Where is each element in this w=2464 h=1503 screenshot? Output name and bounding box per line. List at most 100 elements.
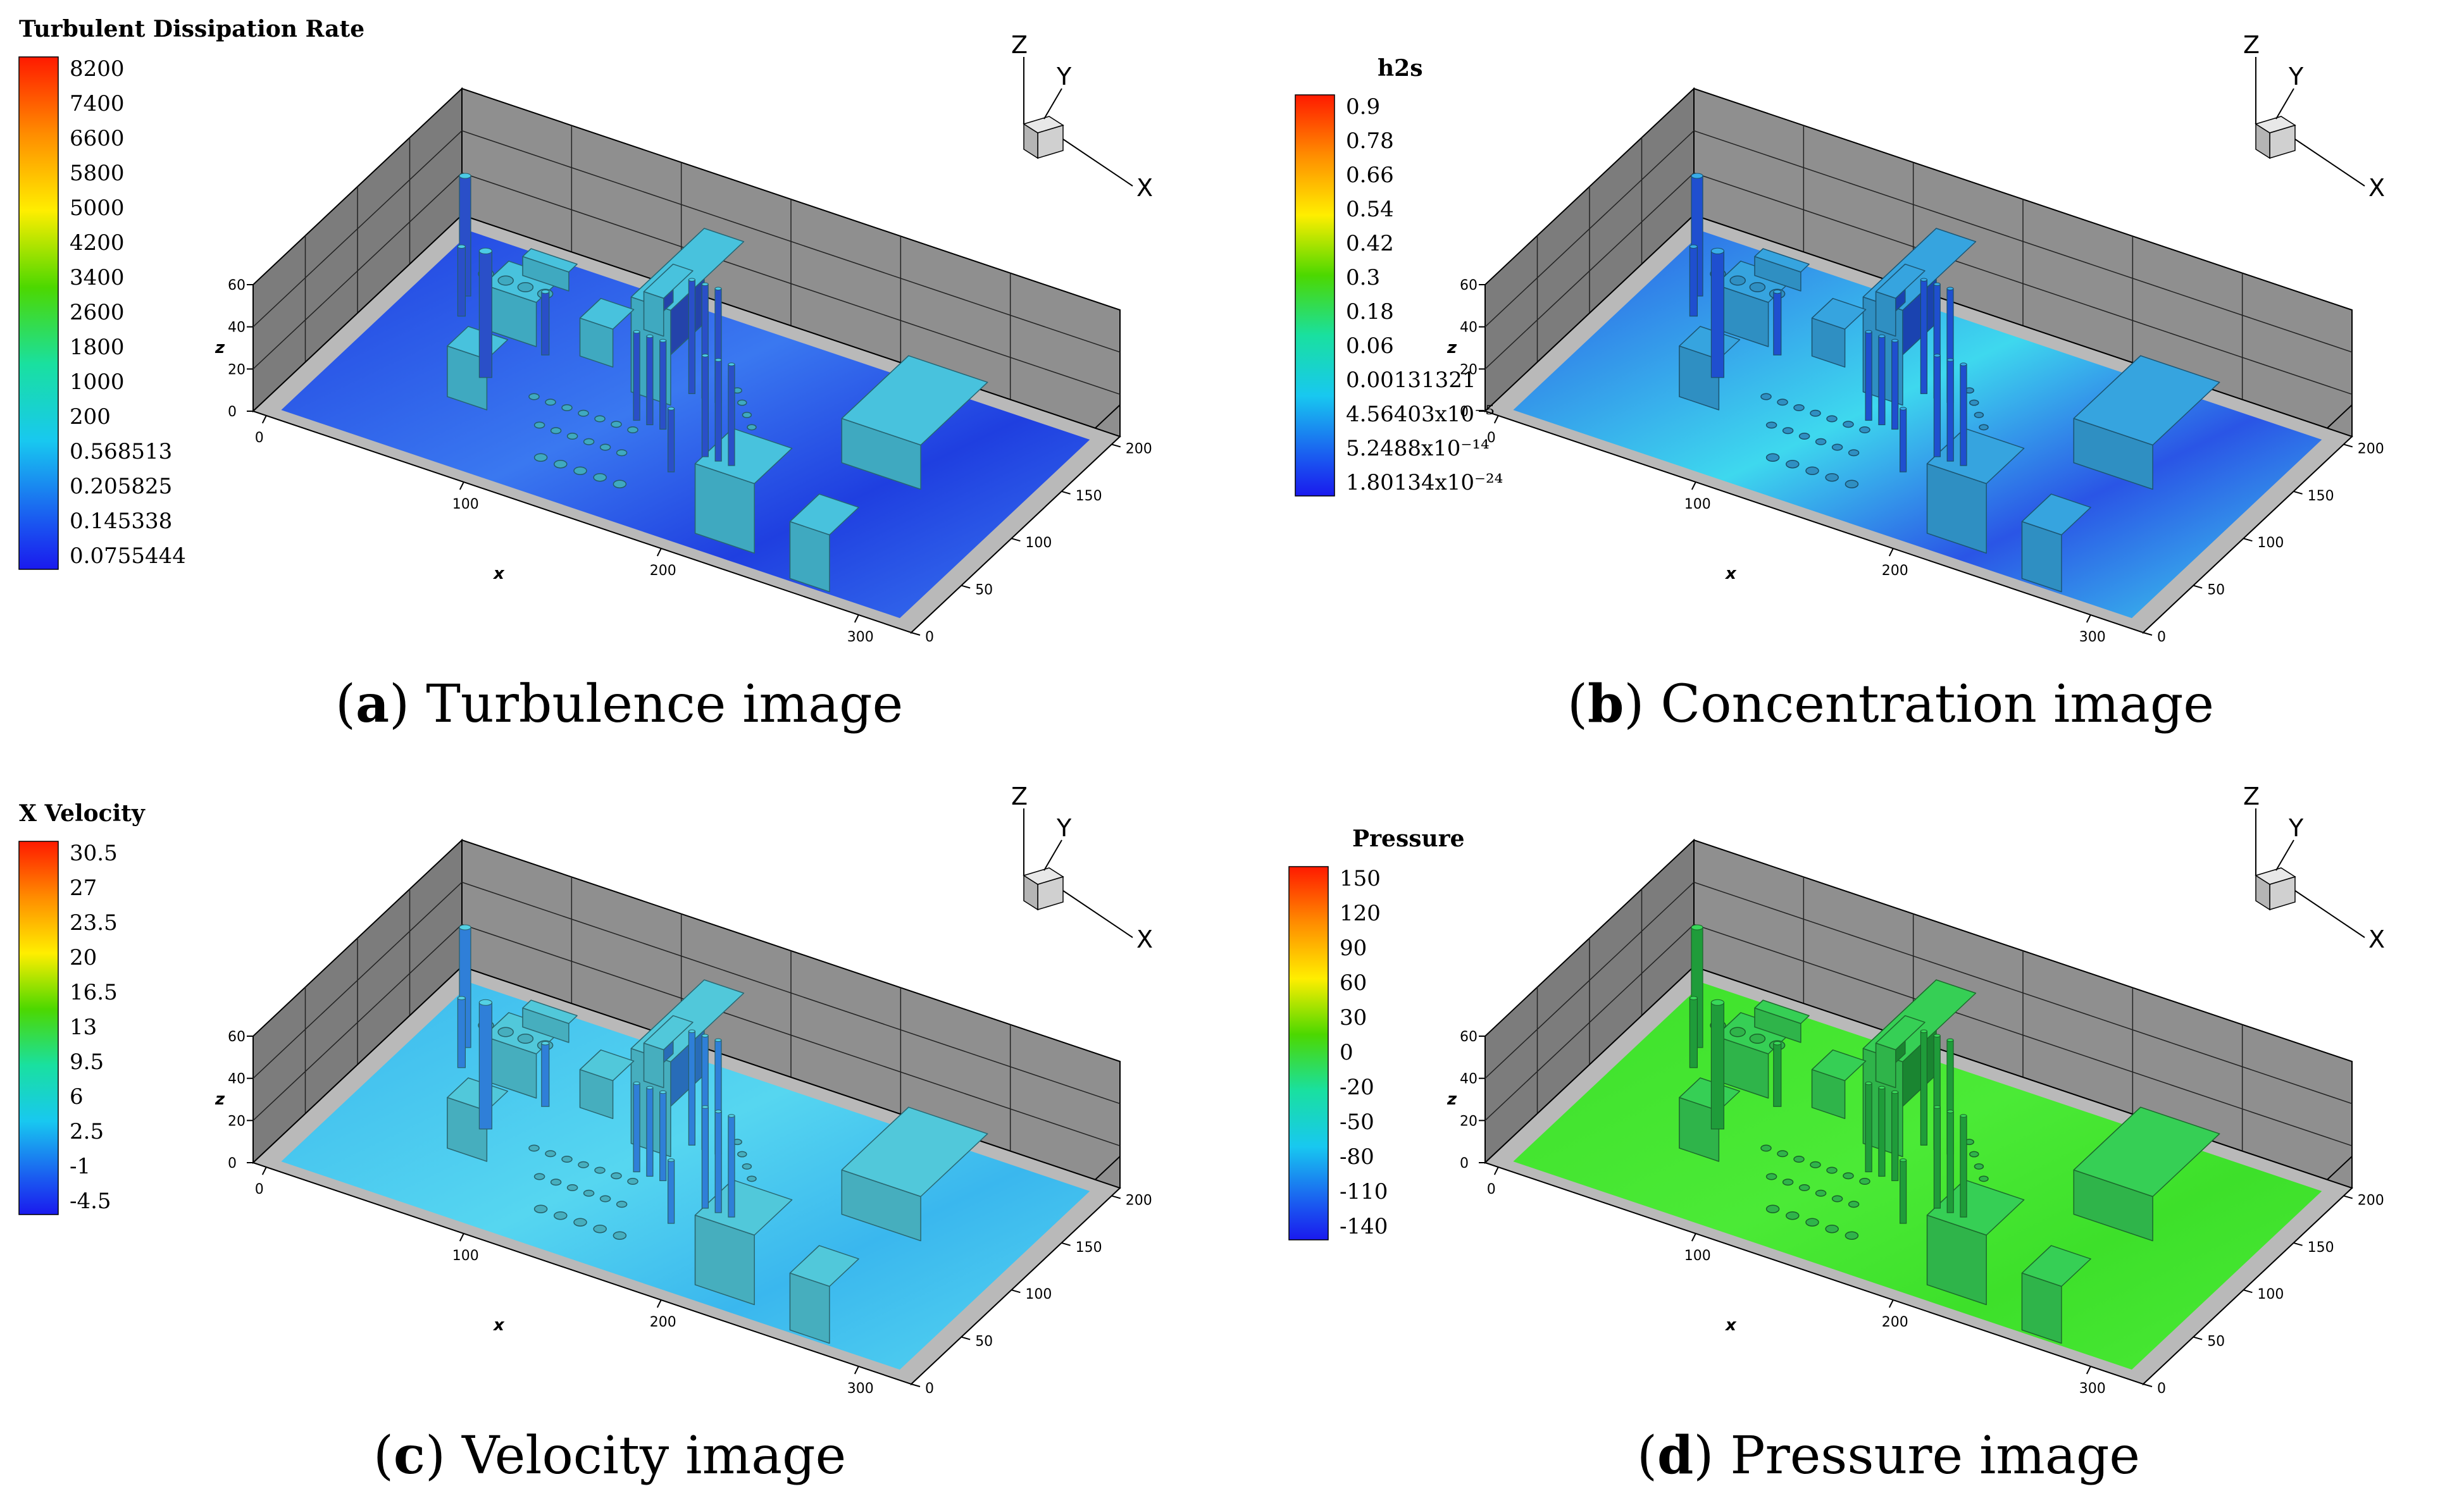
small-tank bbox=[1831, 1195, 1843, 1203]
triad-cube-top bbox=[1023, 116, 1064, 133]
legend: X Velocity 30.5 27 23.5 20 16.5 13 9.5 6 2.5 -1 -4.… bbox=[18, 800, 146, 1215]
x-tick-label: 0 bbox=[255, 430, 264, 446]
small-tank bbox=[554, 1211, 568, 1220]
legend-color-bar bbox=[1295, 94, 1335, 497]
small-tank bbox=[1765, 453, 1780, 462]
small-tank bbox=[1845, 1231, 1859, 1240]
small-tank bbox=[1969, 399, 1979, 406]
small-tank bbox=[1793, 404, 1805, 412]
stack-top bbox=[1865, 1081, 1872, 1086]
stack bbox=[541, 1042, 550, 1107]
stack-top bbox=[1946, 358, 1954, 362]
y-tick-label: 100 bbox=[1025, 1287, 1052, 1302]
legend-label: 2600 bbox=[70, 300, 125, 325]
z-tick-label: 60 bbox=[228, 1029, 246, 1045]
triad-y-label: Y bbox=[2288, 814, 2304, 842]
small-tank bbox=[545, 1150, 556, 1158]
stack bbox=[667, 408, 675, 473]
stack-top bbox=[1878, 1086, 1886, 1090]
legend-label: 150 bbox=[1340, 866, 1381, 891]
block-mid-top bbox=[1811, 298, 1867, 330]
triad-cube-top bbox=[2255, 867, 2296, 885]
panel-d: 0 100 200 300 x 0 50 100 150 200 0 20 40 60 z Z Y X Pressu… bbox=[1232, 752, 2464, 1503]
small-tank bbox=[517, 1034, 534, 1044]
legend-label: 30.5 bbox=[70, 841, 118, 866]
x-tick bbox=[1888, 548, 1894, 557]
stack-top bbox=[1920, 1029, 1927, 1034]
small-tank bbox=[1782, 1178, 1794, 1186]
block-back-left-top bbox=[1754, 248, 1810, 273]
block-mid-top bbox=[579, 298, 635, 330]
stack bbox=[1960, 364, 1967, 466]
caption-d: (d) Pressure image bbox=[1637, 1425, 2140, 1486]
legend-title: h2s bbox=[1378, 55, 1423, 82]
stack bbox=[1891, 1091, 1899, 1182]
small-tank bbox=[517, 282, 534, 292]
y-tick-label: 150 bbox=[1076, 488, 1102, 504]
large-flat-block-top bbox=[841, 1106, 988, 1197]
triad-x-label: X bbox=[1136, 174, 1153, 202]
small-tank bbox=[1859, 1177, 1870, 1185]
stack bbox=[688, 1030, 696, 1146]
triad-z-label: Z bbox=[2243, 782, 2260, 810]
z-tick-label: 20 bbox=[228, 362, 246, 378]
stack-top bbox=[714, 1038, 722, 1042]
legend-label: 5800 bbox=[70, 161, 125, 186]
stack-top bbox=[1891, 1090, 1899, 1094]
small-tank bbox=[545, 399, 556, 406]
y-tick-label: 200 bbox=[1126, 441, 1152, 457]
small-tank bbox=[613, 479, 627, 488]
slab-back-top bbox=[1875, 263, 1926, 299]
stack-top bbox=[633, 1081, 640, 1086]
small-tank bbox=[1777, 1150, 1788, 1158]
stack-top bbox=[1946, 287, 1954, 291]
legend: Turbulent Dissipation Rate 8200 7400 6600 58… bbox=[18, 16, 364, 570]
stack-top bbox=[1891, 338, 1899, 343]
x-tick bbox=[261, 415, 267, 424]
triad-x-label: X bbox=[2368, 925, 2385, 953]
stack bbox=[1878, 1087, 1886, 1177]
small-tank bbox=[613, 1231, 627, 1240]
x-tick bbox=[459, 1233, 464, 1242]
orientation-triad: ZY X bbox=[1011, 782, 1153, 953]
y-tick-label: 0 bbox=[2157, 629, 2166, 645]
legend-title: X Velocity bbox=[19, 800, 146, 827]
small-tank bbox=[1793, 1155, 1805, 1163]
legend-label: 23.5 bbox=[70, 910, 118, 936]
small-tank bbox=[1810, 409, 1821, 417]
x-tick bbox=[1888, 1299, 1894, 1308]
stack-top bbox=[668, 407, 675, 411]
stack bbox=[701, 1106, 709, 1209]
y-tick bbox=[1111, 1195, 1121, 1199]
y-tick bbox=[2343, 1195, 2353, 1199]
small-tank bbox=[1760, 393, 1772, 400]
legend-label: 1000 bbox=[70, 369, 125, 395]
slab-back-front bbox=[643, 291, 664, 337]
stack bbox=[1773, 291, 1782, 356]
back-wall-grid-line bbox=[1693, 130, 2353, 353]
triad-cube-top bbox=[2255, 116, 2296, 133]
x-tick bbox=[656, 548, 662, 557]
stack bbox=[1710, 1002, 1725, 1130]
small-tank bbox=[1848, 1201, 1860, 1208]
z-tick-label: 0 bbox=[228, 1156, 237, 1172]
stack bbox=[714, 1111, 722, 1213]
y-tick-label: 50 bbox=[975, 583, 993, 598]
stack-top bbox=[478, 999, 492, 1006]
block-left-front-top bbox=[447, 326, 509, 360]
legend-title: Turbulent Dissipation Rate bbox=[19, 16, 364, 42]
y-tick-label: 150 bbox=[2308, 488, 2334, 504]
small-tank bbox=[1826, 415, 1838, 423]
stack-top bbox=[1933, 354, 1941, 357]
small-tank bbox=[611, 421, 622, 428]
legend-label: 5.2488x10⁻¹⁴ bbox=[1346, 436, 1490, 461]
x-tick bbox=[1691, 1233, 1696, 1242]
z-tick-label: 60 bbox=[1460, 278, 1478, 294]
legend-label: 27 bbox=[70, 875, 97, 901]
small-tank bbox=[1782, 427, 1794, 435]
triad-x-axis bbox=[2294, 890, 2365, 938]
panel-a: 0 100 200 300 x 0 50 100 150 200 0 20 40 60 z Z Y X Turbul… bbox=[0, 0, 1232, 752]
y-tick-label: 0 bbox=[925, 1381, 934, 1397]
stack-top bbox=[1689, 996, 1698, 1000]
small-tank bbox=[1729, 275, 1746, 286]
